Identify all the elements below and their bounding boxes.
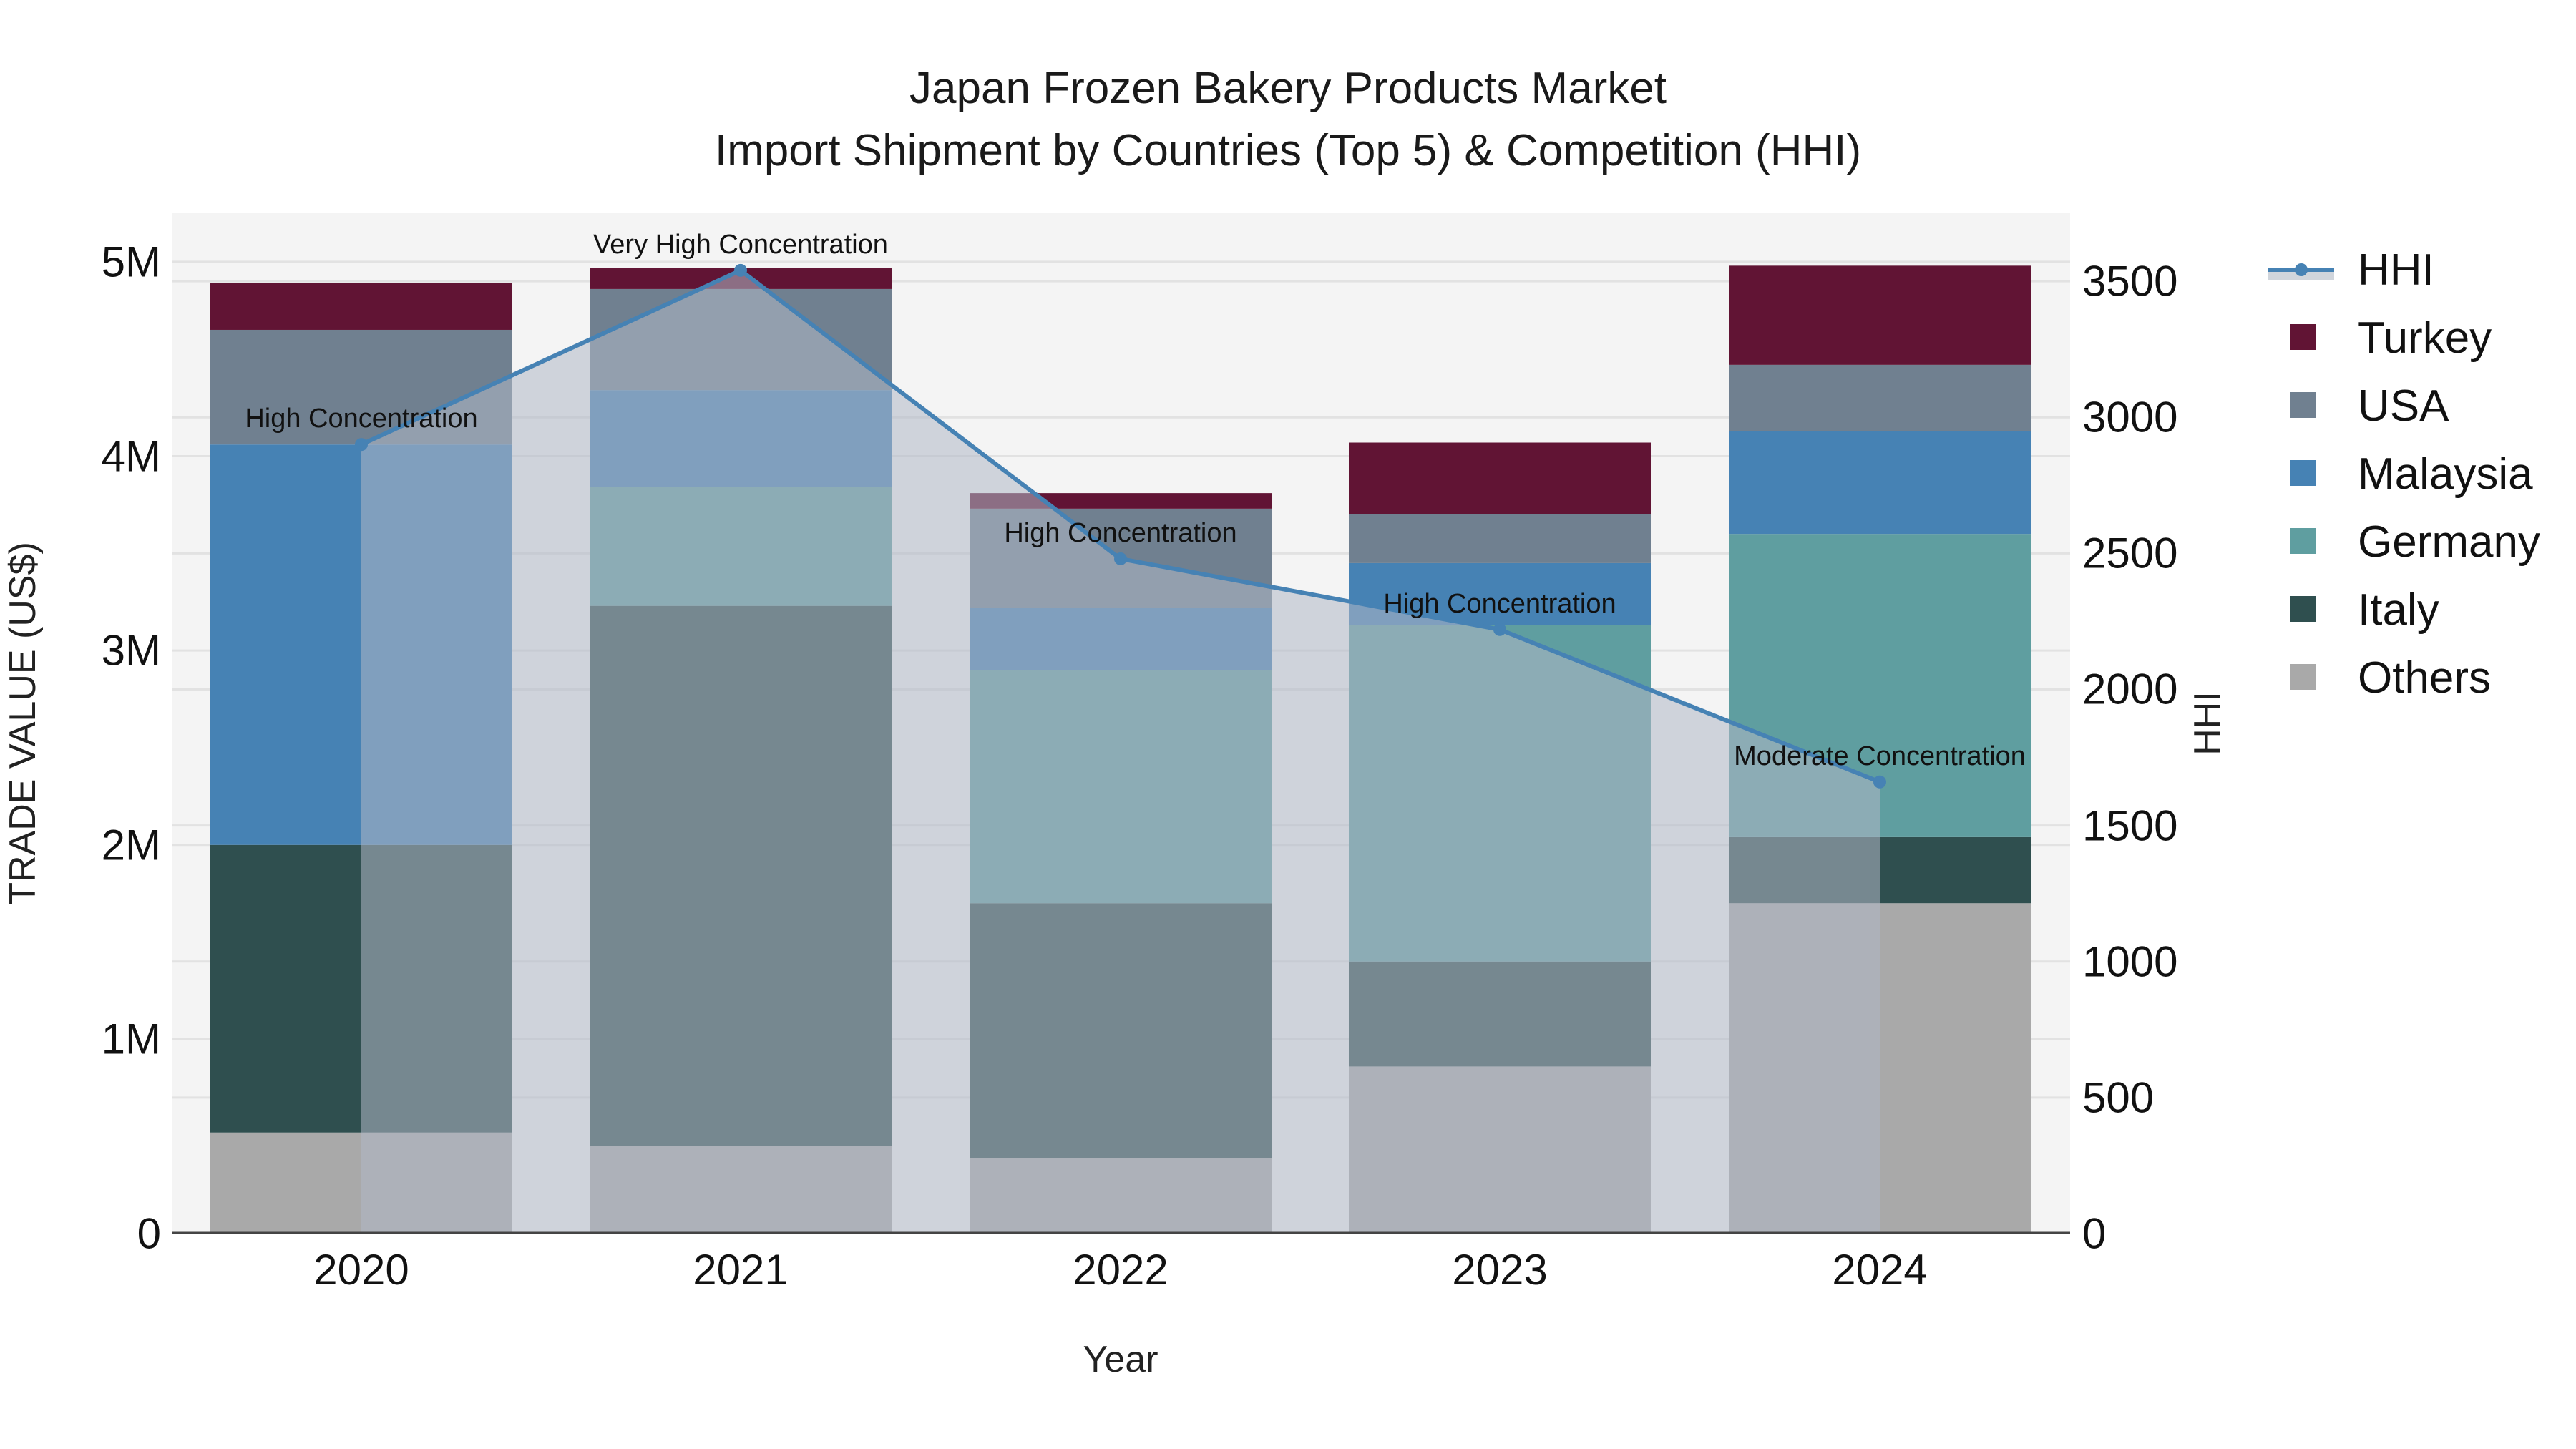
y-right-tick: 3000: [2082, 393, 2178, 441]
y-right-tick: 1500: [2082, 801, 2178, 850]
chart-title-line2: Import Shipment by Countries (Top 5) & C…: [714, 126, 1862, 175]
y-right-tick: 3500: [2082, 257, 2178, 306]
y-right-tick: 0: [2082, 1209, 2107, 1258]
hhi-annotation-2021: Very High Concentration: [593, 229, 888, 260]
color-swatch-icon: [2268, 589, 2340, 632]
x-tick: 2022: [1073, 1246, 1169, 1294]
y-right-tick: 2000: [2082, 665, 2178, 713]
legend-item-turkey[interactable]: Turkey: [2268, 304, 2540, 372]
hhi-marker-2024: [1873, 775, 1886, 789]
legend-label: USA: [2358, 381, 2449, 431]
color-swatch-icon: [2268, 317, 2340, 360]
y-left-tick: 5M: [101, 238, 161, 286]
bar-segment-malaysia-2024: [1729, 431, 2031, 535]
legend-item-malaysia[interactable]: Malaysia: [2268, 440, 2540, 508]
x-tick: 2020: [313, 1246, 409, 1294]
y-left-tick: 2M: [101, 821, 161, 869]
chart-svg: [172, 260, 2070, 1234]
y-left-tick: 3M: [101, 626, 161, 675]
x-tick: 2021: [693, 1246, 789, 1294]
hhi-annotation-2022: High Concentration: [1004, 517, 1237, 548]
legend-item-italy[interactable]: Italy: [2268, 576, 2540, 644]
hhi-annotation-2023: High Concentration: [1383, 588, 1616, 619]
line-marker-icon: [2268, 249, 2340, 292]
legend-item-others[interactable]: Others: [2268, 644, 2540, 712]
legend-label: Malaysia: [2358, 449, 2533, 499]
legend-label: HHI: [2358, 245, 2434, 295]
hhi-annotation-2024: Moderate Concentration: [1734, 741, 2026, 771]
legend-item-hhi[interactable]: HHI: [2268, 236, 2540, 304]
legend-label: Turkey: [2358, 313, 2492, 363]
y-right-tick: 2500: [2082, 529, 2178, 577]
color-swatch-icon: [2268, 521, 2340, 564]
bar-segment-turkey-2023: [1349, 442, 1651, 515]
chart-title-line1: Japan Frozen Bakery Products Market: [909, 64, 1667, 113]
x-axis-title: Year: [1083, 1339, 1158, 1380]
hhi-marker-2021: [734, 263, 747, 277]
hhi-marker-2023: [1493, 623, 1506, 636]
bar-segment-usa-2023: [1349, 514, 1651, 563]
bar-segment-turkey-2024: [1729, 265, 2031, 365]
hhi-annotation-2020: High Concentration: [245, 404, 478, 434]
y-left-tick: 0: [137, 1209, 161, 1258]
legend: HHI Turkey USA Malaysia Germany Italy Others: [2268, 236, 2540, 712]
legend-label: Others: [2358, 653, 2492, 703]
legend-label: Germany: [2358, 517, 2540, 567]
hhi-marker-2020: [355, 438, 368, 452]
plot-area: [172, 213, 2070, 1234]
y-left-axis-title: TRADE VALUE (US$): [2, 542, 44, 905]
color-swatch-icon: [2268, 453, 2340, 496]
y-right-tick: 500: [2082, 1073, 2155, 1122]
color-swatch-icon: [2268, 657, 2340, 700]
color-swatch-icon: [2268, 385, 2340, 428]
hhi-marker-2022: [1114, 552, 1127, 565]
legend-item-germany[interactable]: Germany: [2268, 508, 2540, 576]
y-right-tick: 1000: [2082, 937, 2178, 986]
bar-segment-usa-2024: [1729, 364, 2031, 431]
x-tick: 2024: [1832, 1246, 1928, 1294]
x-tick: 2023: [1452, 1246, 1548, 1294]
hhi-area: [361, 270, 1880, 1234]
legend-item-usa[interactable]: USA: [2268, 372, 2540, 440]
legend-label: Italy: [2358, 585, 2439, 635]
y-left-tick: 4M: [101, 432, 161, 481]
bar-segment-turkey-2020: [210, 283, 512, 330]
y-right-axis-title: HHI: [2187, 691, 2228, 756]
y-left-tick: 1M: [101, 1015, 161, 1063]
